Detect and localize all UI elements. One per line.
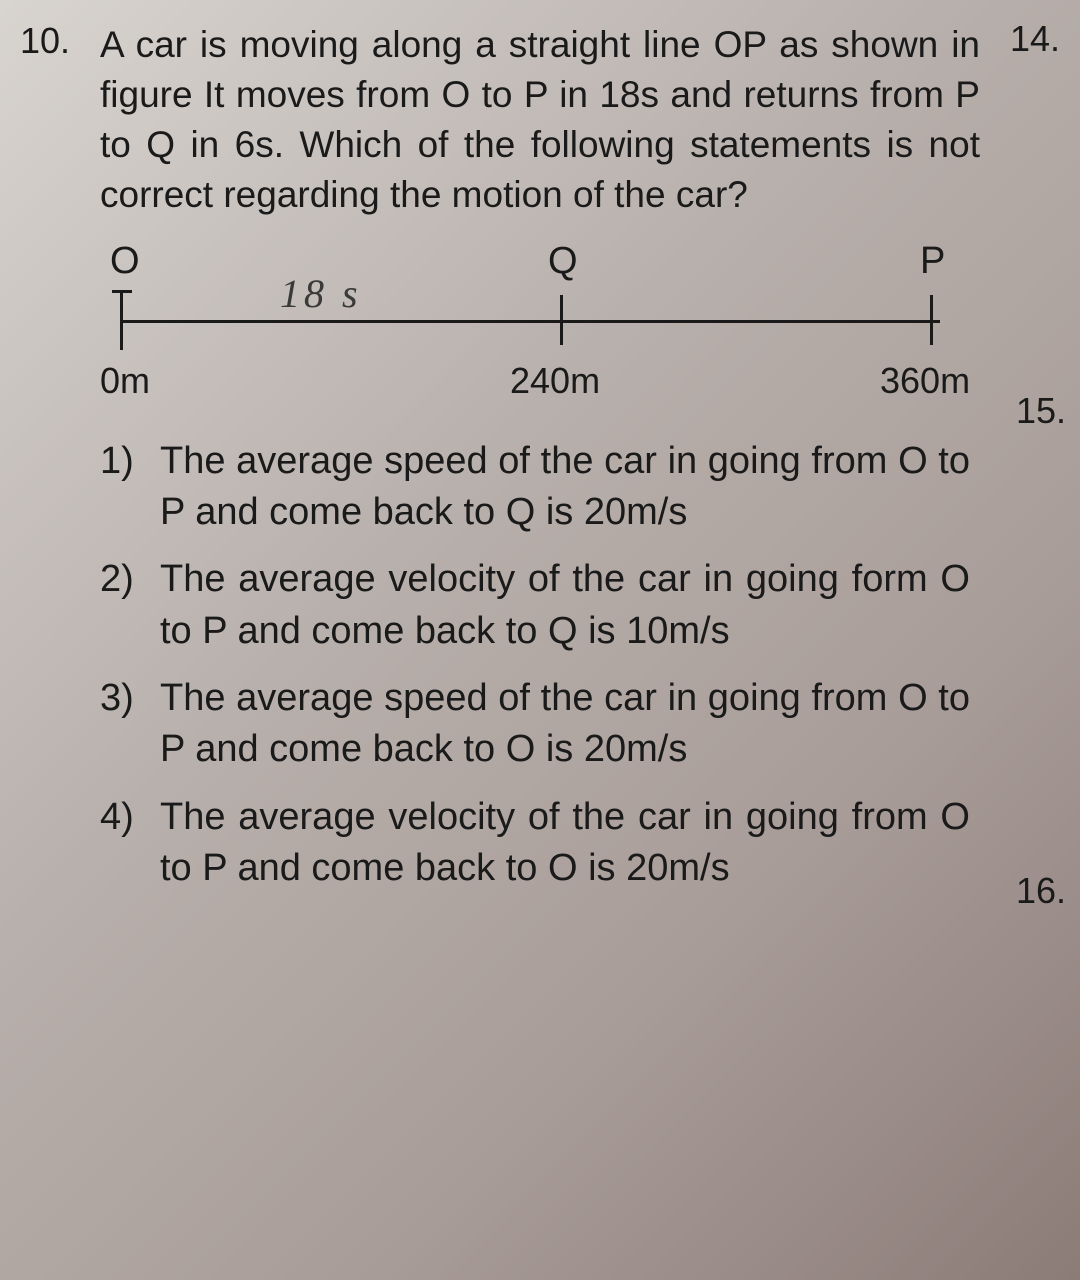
options-list: 1) The average speed of the car in going… <box>100 436 970 894</box>
label-Q-top: Q <box>548 240 578 283</box>
margin-number-14: 14. <box>1010 18 1060 60</box>
option-3: 3) The average speed of the car in going… <box>100 673 970 776</box>
option-1: 1) The average speed of the car in going… <box>100 436 970 539</box>
margin-number-16: 16. <box>1016 870 1066 912</box>
handwritten-note: 18 s <box>280 270 362 317</box>
label-O-bottom: 0m <box>100 360 150 402</box>
option-2: 2) The average velocity of the car in go… <box>100 554 970 657</box>
label-Q-bottom: 240m <box>510 360 600 402</box>
option-4: 4) The average velocity of the car in go… <box>100 792 970 895</box>
label-P-bottom: 360m <box>880 360 970 402</box>
option-1-number: 1) <box>100 436 160 539</box>
option-3-text: The average speed of the car in going fr… <box>160 673 970 776</box>
margin-number-15: 15. <box>1016 390 1066 432</box>
number-line-diagram: O Q P 0m 240m 360m 18 s <box>100 240 1000 420</box>
option-1-text: The average speed of the car in going fr… <box>160 436 970 539</box>
question-number: 10. <box>20 20 70 62</box>
option-2-text: The average velocity of the car in going… <box>160 554 970 657</box>
tick-P <box>930 295 933 345</box>
option-4-text: The average velocity of the car in going… <box>160 792 970 895</box>
option-4-number: 4) <box>100 792 160 895</box>
question-stem: A car is moving along a straight line OP… <box>100 20 980 220</box>
option-3-number: 3) <box>100 673 160 776</box>
label-O-top: O <box>110 240 140 283</box>
tick-Q <box>560 295 563 345</box>
option-2-number: 2) <box>100 554 160 657</box>
tick-O <box>120 290 123 350</box>
label-P-top: P <box>920 240 945 283</box>
axis-line <box>120 320 940 323</box>
